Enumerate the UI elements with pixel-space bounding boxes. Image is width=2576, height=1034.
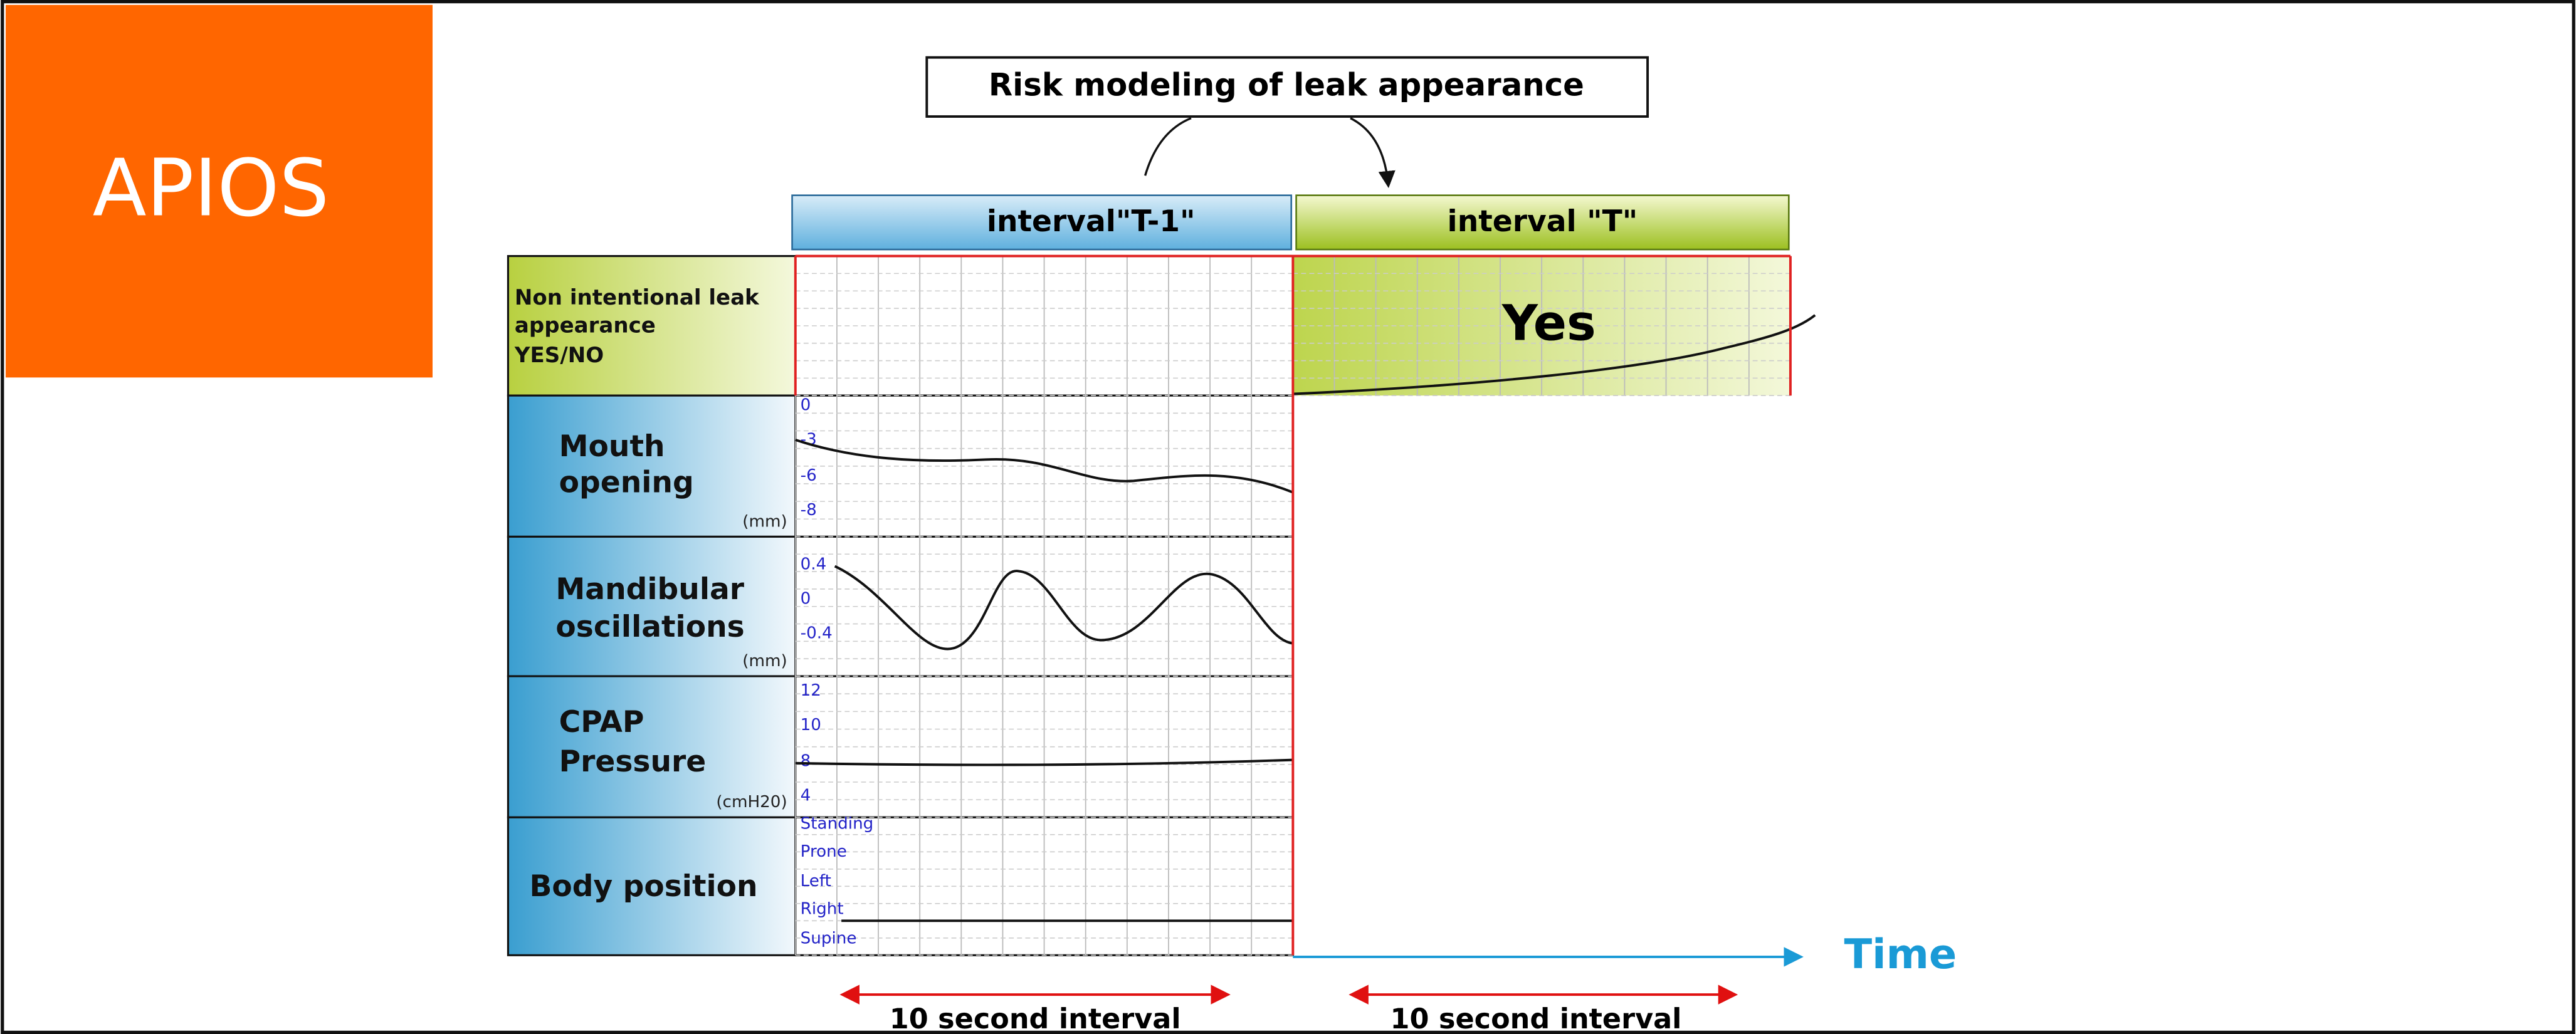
leak-curve	[1293, 314, 1816, 395]
row-label: YES/NO	[514, 343, 604, 368]
arrow-in	[1350, 117, 1396, 189]
scale-label: Standing	[801, 814, 874, 833]
scale-label: 0	[801, 589, 811, 608]
row-label-cell	[507, 675, 797, 818]
interval-header	[791, 194, 1293, 251]
row-unit: (mm)	[742, 652, 787, 671]
logo: APIOS	[93, 142, 330, 234]
scale-label: -0.4	[801, 624, 833, 642]
row-label: Mandibular	[555, 572, 744, 607]
curves	[795, 314, 1816, 922]
scale-label: Right	[801, 899, 844, 918]
interval-note: 10 second interval	[1391, 1003, 1682, 1034]
row-label: Mouth	[559, 429, 665, 464]
scale-label: 0.4	[801, 555, 827, 573]
mouth-curve	[795, 439, 1294, 494]
scale-label: -8	[801, 501, 817, 520]
interval-note: 10 second interval	[890, 1003, 1181, 1034]
scale-label: 0	[801, 395, 811, 414]
row-label: Non intentional leak	[515, 285, 760, 310]
row-label-cell	[507, 394, 797, 538]
scale-label: Supine	[801, 929, 857, 948]
mandibular-curve	[834, 565, 1293, 650]
scale-label: 4	[801, 786, 811, 805]
row-label-cell	[507, 816, 797, 956]
interval-label: interval"T-1"	[987, 204, 1196, 239]
row-label: CPAP	[559, 705, 644, 739]
scale-label: Left	[801, 872, 831, 890]
row-unit: (cmH20)	[716, 793, 787, 812]
title: Risk modeling of leak appearance	[989, 66, 1584, 103]
row-label: oscillations	[555, 610, 744, 644]
row-label: opening	[559, 466, 694, 500]
row-label-cell	[507, 255, 797, 397]
interval-label: interval "T"	[1448, 204, 1638, 239]
scale-label: 10	[801, 716, 821, 734]
row-label: Body position	[530, 869, 758, 904]
interval-header	[1295, 194, 1790, 251]
arrow-out	[1144, 117, 1192, 176]
scale-label: -6	[801, 466, 817, 485]
cpap-curve	[795, 758, 1293, 766]
scale-label: 8	[801, 752, 811, 771]
logo-box	[6, 4, 433, 378]
result: Yes	[1501, 295, 1596, 352]
grid: 0-3-6-80.40-0.4121084StandingProneLeftRi…	[794, 255, 1294, 956]
row-label-cell	[507, 535, 797, 677]
time-label: Time	[1844, 931, 1957, 978]
title-box	[925, 56, 1649, 118]
row-unit: (mm)	[742, 512, 787, 531]
row-label: Pressure	[559, 744, 707, 779]
row-label: appearance	[515, 313, 656, 338]
red-borders	[794, 254, 1792, 956]
scale-label: Prone	[801, 842, 847, 861]
scale-label: 12	[801, 681, 821, 700]
